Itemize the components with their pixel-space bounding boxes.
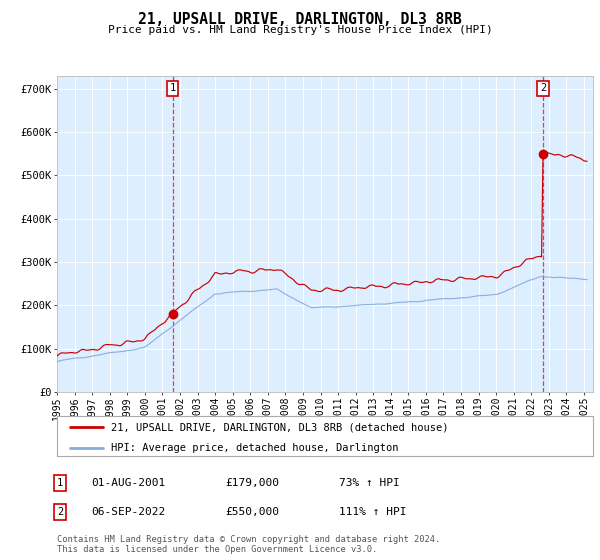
Text: 01-AUG-2001: 01-AUG-2001 [91, 478, 166, 488]
Text: 73% ↑ HPI: 73% ↑ HPI [339, 478, 400, 488]
Text: 1: 1 [170, 83, 176, 94]
Text: Contains HM Land Registry data © Crown copyright and database right 2024.
This d: Contains HM Land Registry data © Crown c… [57, 535, 440, 554]
Text: 1: 1 [57, 478, 63, 488]
Text: 2: 2 [57, 507, 63, 517]
Text: HPI: Average price, detached house, Darlington: HPI: Average price, detached house, Darl… [110, 442, 398, 452]
Text: 2: 2 [540, 83, 546, 94]
Text: 111% ↑ HPI: 111% ↑ HPI [339, 507, 407, 517]
Text: Price paid vs. HM Land Registry's House Price Index (HPI): Price paid vs. HM Land Registry's House … [107, 25, 493, 35]
Text: 06-SEP-2022: 06-SEP-2022 [91, 507, 166, 517]
Text: 21, UPSALL DRIVE, DARLINGTON, DL3 8RB (detached house): 21, UPSALL DRIVE, DARLINGTON, DL3 8RB (d… [110, 422, 448, 432]
Text: £179,000: £179,000 [225, 478, 279, 488]
Text: £550,000: £550,000 [225, 507, 279, 517]
Text: 21, UPSALL DRIVE, DARLINGTON, DL3 8RB: 21, UPSALL DRIVE, DARLINGTON, DL3 8RB [138, 12, 462, 27]
